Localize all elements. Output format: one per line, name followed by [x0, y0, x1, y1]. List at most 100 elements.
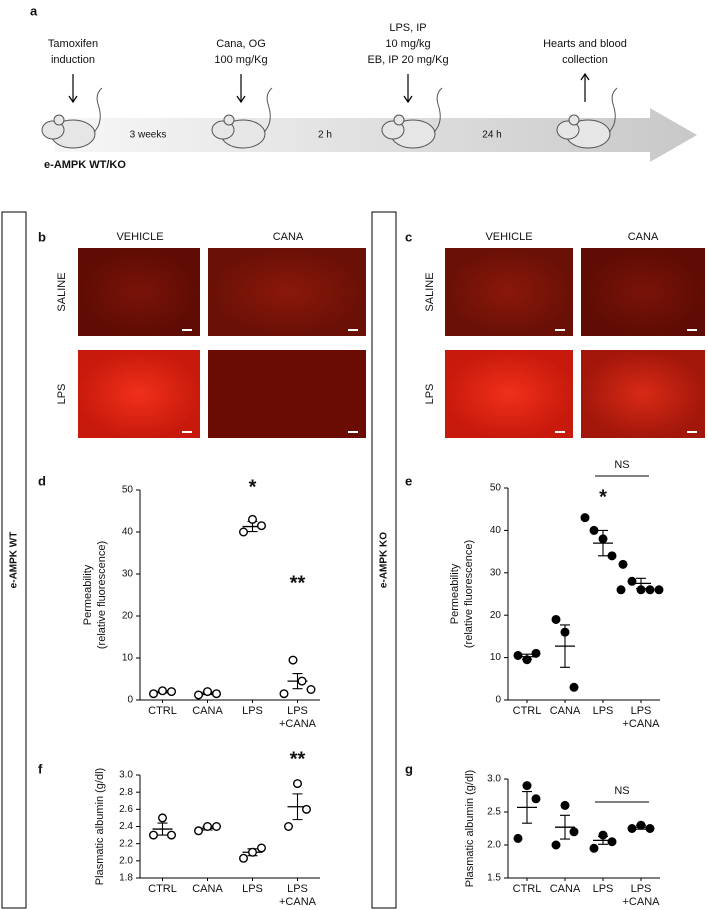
y-tick-label: 2.6 — [119, 804, 133, 815]
y-tick-label: 50 — [490, 483, 502, 494]
y-tick-label: 20 — [122, 611, 134, 622]
x-tick-label: CANA — [549, 705, 581, 717]
data-point — [238, 853, 248, 863]
sem-bar — [292, 793, 303, 821]
data-point — [284, 822, 294, 832]
data-point — [560, 800, 570, 810]
panel-label: e — [405, 473, 412, 488]
mouse-tail — [433, 87, 443, 133]
column-label: CANA — [273, 231, 304, 243]
x-tick-label: CTRL — [148, 705, 177, 717]
y-axis-label: (relative fluorescence) — [96, 541, 108, 649]
data-point — [247, 514, 257, 524]
sem-bar — [560, 814, 570, 840]
data-point — [193, 690, 203, 700]
panel-label: d — [38, 473, 46, 488]
x-tick-label: LPS — [242, 705, 263, 717]
y-tick-label: 30 — [490, 567, 502, 578]
data-point — [598, 830, 608, 840]
data-point — [589, 525, 599, 535]
data-point — [257, 521, 267, 531]
y-tick-label: 30 — [122, 569, 134, 580]
panel-label: b — [38, 229, 46, 244]
y-tick-label: 10 — [122, 653, 134, 664]
image — [581, 248, 705, 336]
y-tick-label: 2.8 — [119, 787, 133, 798]
data-point — [148, 689, 158, 699]
sem-bar — [292, 672, 303, 690]
data-point — [636, 585, 646, 595]
x-tick-label: LPS — [592, 883, 614, 895]
sem-bar — [157, 822, 168, 836]
data-point — [157, 686, 167, 696]
data-point — [148, 830, 158, 840]
data-point — [560, 627, 570, 637]
row-label: LPS — [56, 384, 68, 405]
x-tick-label: LPS +CANA — [279, 883, 316, 908]
data-point — [627, 824, 637, 834]
wt-label: e-AMPK WT — [9, 532, 20, 589]
step-text: LPS, IP — [389, 22, 426, 34]
column-label: CANA — [628, 231, 659, 243]
arrow-head — [403, 95, 413, 104]
ko-box — [371, 211, 397, 909]
timeline-arrow — [55, 108, 697, 162]
step-text: Hearts and blood — [543, 38, 627, 50]
annotation: NS — [614, 459, 629, 471]
annotation: * — [599, 486, 607, 508]
x-tick-label: CTRL — [512, 705, 542, 717]
data-point — [157, 813, 167, 823]
mouse-head — [211, 120, 235, 140]
annotation: * — [249, 476, 257, 498]
row-label: SALINE — [56, 272, 68, 311]
y-tick-label: 3.0 — [119, 770, 133, 781]
mouse-head — [41, 120, 65, 140]
data-point — [531, 794, 541, 804]
x-tick-label: LPS +CANA — [279, 705, 316, 730]
data-point — [616, 585, 626, 595]
x-tick-label: LPS — [242, 883, 263, 895]
y-tick-label: 2.2 — [119, 838, 133, 849]
data-point — [522, 655, 532, 665]
ko-label: e-AMPK KO — [379, 532, 390, 588]
image — [78, 248, 200, 336]
data-point — [654, 585, 664, 595]
data-point — [598, 534, 608, 544]
x-tick-label: LPS — [592, 705, 614, 717]
data-point — [247, 847, 257, 857]
data-point — [551, 840, 561, 850]
step-text: Cana, OG — [216, 38, 266, 50]
data-point — [551, 614, 561, 624]
x-tick-label: CTRL — [512, 883, 542, 895]
y-axis-label: Permeability — [449, 563, 461, 624]
step-text: 10 mg/kg — [385, 38, 430, 50]
data-point — [306, 685, 316, 695]
data-point — [211, 689, 221, 699]
mouse-tail — [93, 87, 103, 133]
y-tick-label: 2.0 — [487, 840, 501, 851]
data-point — [645, 585, 655, 595]
y-tick-label: 50 — [122, 485, 134, 496]
data-point — [645, 824, 655, 834]
interval: 24 h — [482, 130, 501, 141]
image — [581, 350, 705, 438]
y-tick-label: 40 — [490, 525, 502, 536]
row-label: LPS — [424, 384, 436, 405]
data-point — [569, 682, 579, 692]
x-tick-label: CANA — [192, 705, 223, 717]
y-tick-label: 40 — [122, 527, 134, 538]
annotation: ** — [290, 748, 306, 770]
column-label: VEHICLE — [116, 231, 163, 243]
data-point — [618, 559, 628, 569]
mouse-tail — [608, 87, 618, 133]
y-axis-label: Plasmatic albumin (g/dl) — [94, 768, 106, 885]
x-tick-label: LPS +CANA — [622, 705, 660, 730]
step-text: collection — [562, 54, 608, 66]
arrow-head — [236, 95, 246, 104]
image — [208, 350, 366, 438]
step-text: EB, IP 20 mg/Kg — [367, 54, 448, 66]
data-point — [279, 689, 289, 699]
data-point — [607, 551, 617, 561]
image — [445, 350, 573, 438]
